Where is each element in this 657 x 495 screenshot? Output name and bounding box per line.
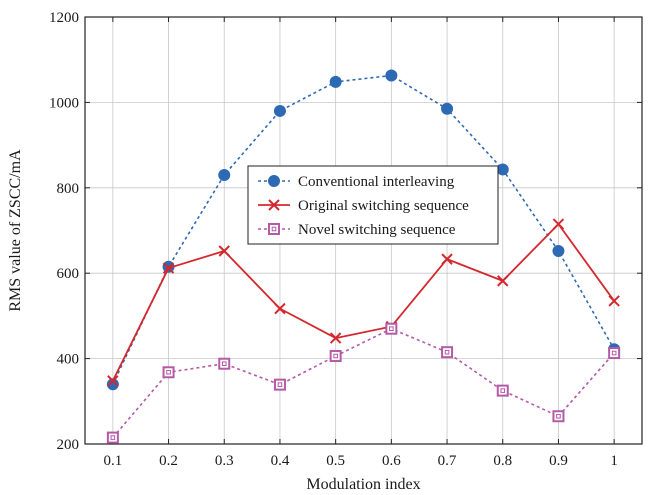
data-point — [385, 69, 398, 82]
y-tick-label: 400 — [57, 352, 80, 368]
data-point — [497, 275, 509, 287]
series-line — [112, 74, 615, 385]
square-marker-outer — [162, 366, 175, 379]
x-axis-label: Modulation index — [306, 476, 420, 493]
data-point — [552, 410, 565, 423]
series-line — [112, 223, 615, 382]
square-marker-outer — [273, 378, 286, 391]
data-point — [274, 302, 286, 315]
x-tick-label: 0.6 — [382, 453, 401, 469]
square-marker-outer — [552, 410, 565, 423]
square-marker-inner — [500, 388, 506, 393]
square-marker-outer — [329, 350, 342, 363]
legend-item: Conventional interleaving — [258, 174, 455, 190]
square-marker-outer — [106, 431, 119, 444]
data-point — [107, 375, 119, 387]
legend-marker — [268, 175, 280, 187]
data-point — [162, 366, 175, 379]
square-marker-inner — [333, 353, 338, 359]
square-marker-inner — [444, 349, 450, 355]
data-point — [608, 347, 621, 360]
square-marker-outer — [385, 322, 398, 335]
y-tick-label: 800 — [57, 181, 80, 197]
legend-label: Conventional interleaving — [298, 174, 455, 190]
data-point — [218, 168, 231, 181]
x-tick-label: 0.3 — [215, 453, 234, 469]
x-tick-label: 0.8 — [493, 453, 512, 469]
data-point — [441, 102, 454, 115]
x-tick-label: 0.4 — [271, 453, 290, 469]
x-marker-stroke — [552, 218, 565, 230]
x-marker-stroke — [107, 375, 119, 387]
x-tick-label: 0.2 — [159, 453, 178, 469]
square-marker-outer — [496, 384, 509, 397]
square-marker-inner — [611, 350, 617, 356]
square-marker-inner — [166, 369, 171, 375]
series-group — [106, 69, 621, 444]
y-tick-label: 1000 — [49, 95, 79, 111]
x-marker-stroke — [329, 332, 342, 344]
y-tick-label: 1200 — [49, 10, 79, 26]
legend-marker — [268, 199, 280, 211]
square-marker-outer — [268, 223, 280, 235]
data-point — [496, 384, 509, 397]
x-marker-stroke — [608, 295, 620, 307]
legend-items: Conventional interleaving Original switch… — [258, 174, 469, 238]
square-marker-inner — [556, 413, 561, 419]
x-tick-label: 0.7 — [438, 453, 457, 469]
x-marker-stroke — [218, 245, 230, 257]
square-marker-inner — [389, 326, 394, 332]
data-point — [273, 378, 286, 391]
data-point — [608, 295, 620, 307]
axis-ticks: 0.1 0.2 0.3 0.4 0.5 0.6 0.7 0.8 0.9 1200400600800… — [49, 10, 642, 469]
data-point — [385, 322, 398, 335]
x-marker-stroke — [274, 302, 286, 315]
data-point — [329, 350, 342, 363]
x-marker-stroke — [497, 275, 509, 287]
data-point — [273, 104, 286, 117]
data-point — [329, 75, 342, 88]
x-tick-label: 0.9 — [549, 453, 568, 469]
data-point — [552, 244, 565, 257]
square-marker-inner — [271, 226, 277, 232]
data-point — [441, 346, 454, 359]
square-marker-outer — [441, 346, 454, 359]
legend-item: Novel switching sequence — [258, 222, 456, 238]
plot-frame — [84, 16, 643, 445]
data-point — [218, 357, 231, 370]
data-point — [441, 253, 453, 265]
legend: Conventional interleaving Original switch… — [247, 165, 499, 245]
data-point — [106, 378, 119, 391]
legend-marker — [268, 223, 280, 235]
legend-item: Original switching sequence — [258, 198, 469, 214]
series-2 — [107, 218, 620, 387]
data-point — [552, 218, 565, 230]
data-point — [496, 163, 509, 176]
y-tick-label: 600 — [57, 266, 80, 282]
square-marker-inner — [110, 435, 116, 440]
x-tick-label: 0.5 — [326, 453, 345, 469]
legend-label: Original switching sequence — [298, 198, 469, 214]
square-marker-outer — [218, 357, 231, 370]
square-marker-inner — [277, 382, 283, 387]
x-tick-label: 0.1 — [103, 453, 122, 469]
legend-label: Novel switching sequence — [298, 222, 456, 238]
x-marker-stroke — [162, 262, 175, 274]
square-marker-outer — [608, 347, 621, 360]
y-tick-label: 200 — [57, 437, 80, 453]
data-point — [162, 262, 175, 274]
data-point — [106, 431, 119, 444]
x-marker-stroke — [441, 253, 453, 265]
data-point — [329, 332, 342, 344]
series-line — [112, 327, 615, 439]
y-axis-label: RMS value of ZSCC/mA — [7, 149, 24, 312]
x-marker-stroke — [268, 199, 280, 211]
x-tick-label: 1 — [610, 453, 618, 469]
data-point — [218, 245, 230, 257]
series-3 — [106, 322, 621, 444]
square-marker-inner — [221, 361, 227, 367]
